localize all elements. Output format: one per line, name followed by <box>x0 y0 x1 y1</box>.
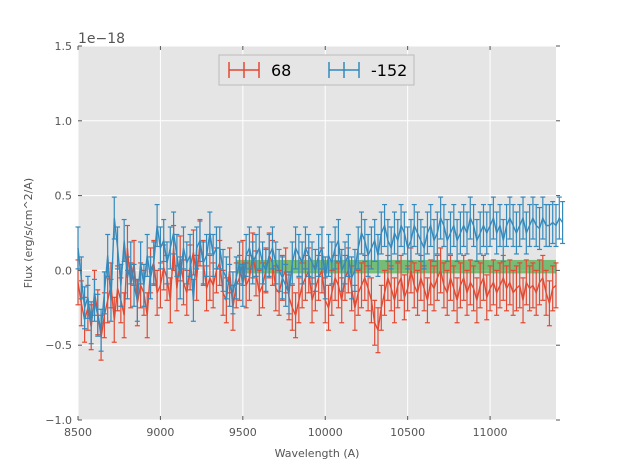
legend-label-neg152: -152 <box>371 61 407 80</box>
series-line-1 <box>77 215 564 331</box>
legend-entry-neg152: -152 <box>328 61 407 80</box>
series-layer <box>75 196 566 361</box>
x-tick-labels: 8500 9000 9500 10000 10500 11000 <box>64 426 508 439</box>
x-tick-label-1: 9000 <box>146 426 174 439</box>
x-tick-label-4: 10500 <box>390 426 425 439</box>
y-tick-label-4: 1.0 <box>55 115 73 128</box>
legend-marker-neg152 <box>328 62 360 78</box>
legend: 68 -152 <box>218 54 415 86</box>
x-tick-label-2: 9500 <box>229 426 257 439</box>
y-offset-label: 1e−18 <box>78 31 125 47</box>
x-axis-title: Wavelength (A) <box>275 447 360 460</box>
legend-label-68: 68 <box>271 61 291 80</box>
series-1 <box>75 196 566 352</box>
y-axis-title: Flux (erg/s/cm^2/A) <box>22 178 35 288</box>
y-tick-label-5: 1.5 <box>55 40 73 53</box>
x-tick-label-5: 11000 <box>473 426 508 439</box>
legend-entry-68: 68 <box>228 61 291 80</box>
y-tick-label-3: 0.5 <box>55 190 73 203</box>
legend-marker-68 <box>228 62 260 78</box>
y-tick-label-2: 0.0 <box>55 264 73 277</box>
series-line-0 <box>77 243 557 338</box>
x-tick-label-3: 10000 <box>308 426 343 439</box>
x-tick-label-0: 8500 <box>64 426 92 439</box>
y-tick-label-0: −1.0 <box>45 414 72 427</box>
y-tick-label-1: −0.5 <box>45 339 72 352</box>
plot-background <box>78 46 556 420</box>
axis-ticks <box>77 45 560 421</box>
y-tick-labels: −1.0 −0.5 0.0 0.5 1.0 1.5 <box>45 40 72 427</box>
